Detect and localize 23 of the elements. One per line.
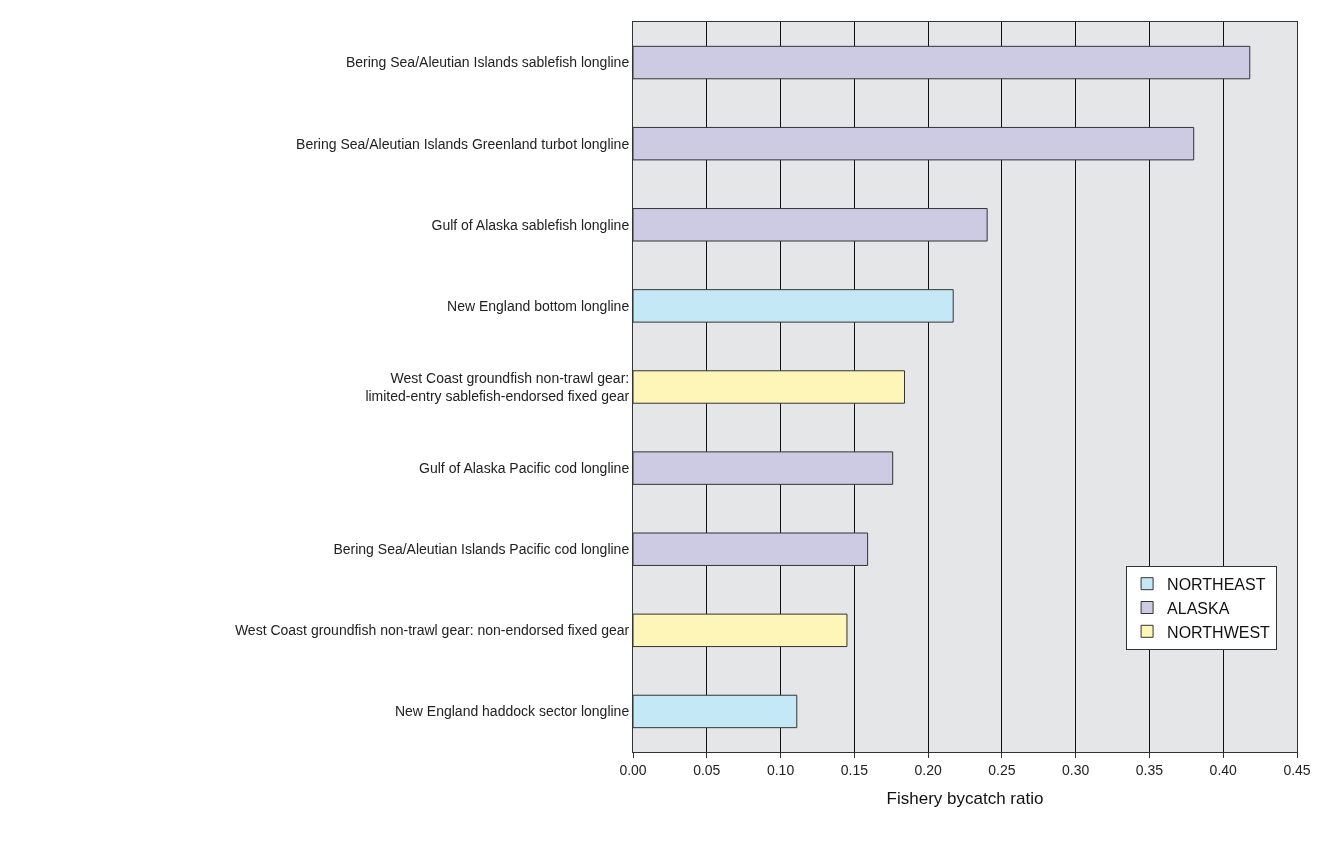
x-tick-label: 0.45	[1283, 761, 1311, 778]
x-tick-label: 0.10	[766, 761, 795, 778]
y-tick-label: Gulf of Alaska sablefish longline	[431, 216, 630, 233]
x-tick-label: 0.00	[619, 761, 647, 778]
y-tick-label: New England bottom longline	[447, 297, 630, 314]
legend-label: NORTHEAST	[1167, 575, 1266, 593]
x-tick-label: 0.35	[1135, 761, 1164, 778]
y-tick-label: Bering Sea/Aleutian Islands Greenland turbot longline	[296, 135, 630, 152]
y-tick-label: Bering Sea/Aleutian Islands sablefish longline	[345, 54, 630, 71]
legend-label: ALASKA	[1167, 599, 1230, 617]
x-axis-title: Fishery bycatch ratio	[886, 789, 1044, 809]
y-tick-label: New England haddock sector longline	[394, 703, 630, 720]
legend-label: NORTHWEST	[1167, 623, 1271, 641]
x-tick-label: 0.30	[1062, 761, 1090, 778]
x-tick-label: 0.25	[988, 761, 1016, 778]
x-tick-label: 0.05	[693, 761, 721, 778]
y-tick-label: Gulf of Alaska Pacific cod longline	[419, 460, 630, 477]
y-tick-label: West Coast groundfish non-trawl gear: limited-entry sablefish-endorsed fixed gear	[365, 369, 630, 404]
y-tick-label: Bering Sea/Aleutian Islands Pacific cod longline	[333, 541, 630, 558]
x-tick-label: 0.20	[914, 761, 942, 778]
x-tick-label: 0.40	[1209, 761, 1238, 778]
y-tick-label: West Coast groundfish non-trawl gear: non-endorsed fixed gear	[234, 622, 630, 639]
x-tick-label: 0.15	[840, 761, 869, 778]
